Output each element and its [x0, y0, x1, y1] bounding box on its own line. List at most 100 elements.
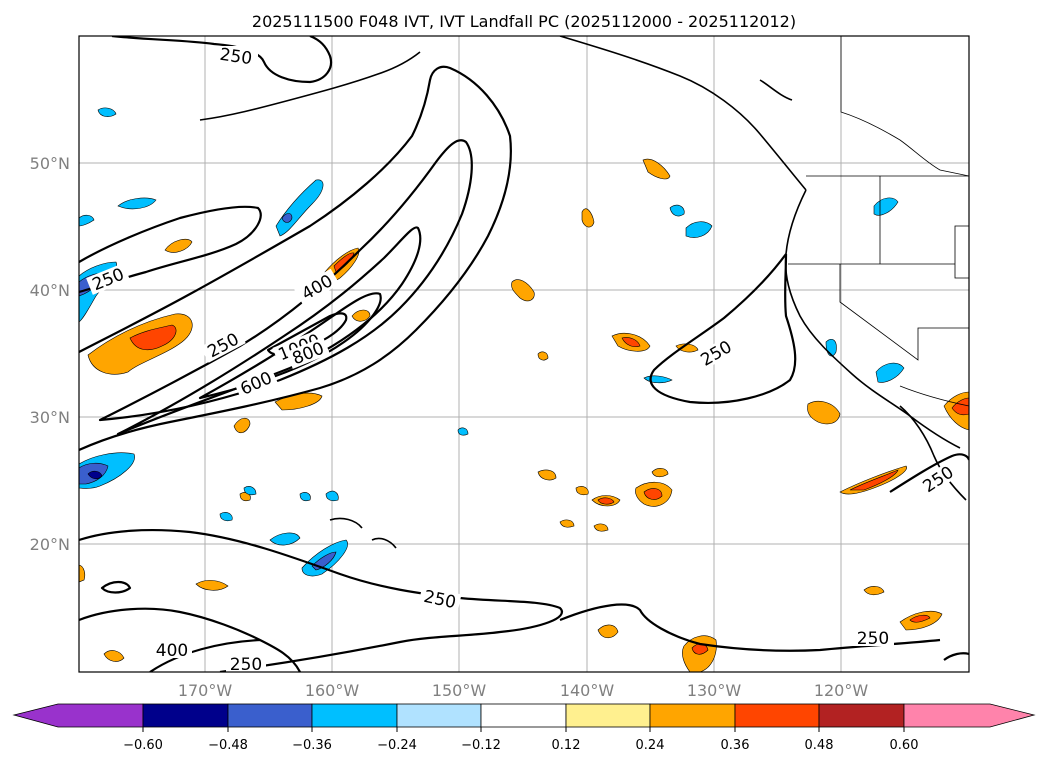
pc-patch — [559, 519, 575, 528]
hawaii-big-island — [371, 537, 397, 549]
lat-axis-labels: 50°N 40°N 30°N 20°N — [30, 154, 70, 554]
pc-patch — [239, 492, 251, 502]
contour-250-north — [111, 36, 333, 84]
contour-250-south — [79, 529, 563, 672]
pc-patch — [807, 401, 841, 425]
pc-patch — [129, 324, 177, 351]
colorbar-extend-min — [12, 703, 144, 728]
pc-patch — [621, 337, 641, 348]
colorbar-tick-label: −0.36 — [292, 738, 332, 753]
pc-patch — [79, 214, 95, 227]
colorbar-bin — [818, 703, 905, 728]
colorbar-tick-label: −0.48 — [208, 738, 248, 753]
colorbar: −0.60 −0.48 −0.36 −0.24 −0.12 0.12 0.24 … — [12, 703, 1036, 753]
colorbar-tick-label: 0.36 — [721, 738, 750, 753]
colorbar-extend-max — [903, 703, 1036, 728]
contour-label-bg — [916, 460, 960, 498]
lon-label-140w: 140°W — [560, 681, 615, 700]
pc-patch — [457, 427, 469, 436]
pc-patch — [537, 351, 549, 361]
pc-patch — [651, 468, 669, 478]
contour-250-nw — [79, 205, 262, 294]
contour-label-bg — [86, 263, 130, 295]
contour-label: 250 — [857, 629, 889, 649]
pc-patch — [511, 279, 535, 302]
lon-label-120w: 120°W — [814, 681, 869, 700]
pc-patch — [243, 486, 257, 496]
contour-label-bg — [852, 628, 894, 646]
pc-patch — [79, 564, 86, 583]
contour-label: 400 — [156, 641, 188, 661]
contour-label-bg — [214, 46, 258, 64]
colorbar-bin — [565, 703, 651, 728]
pc-patch — [269, 532, 301, 546]
colorbar-tick-label: 0.24 — [636, 738, 665, 753]
contour-250-corner — [943, 652, 969, 661]
pc-patch — [597, 624, 619, 639]
colorbar-tick-label: −0.60 — [123, 738, 163, 753]
pc-patch — [685, 221, 713, 238]
alaska-coast-detail — [759, 79, 793, 101]
pc-patch — [351, 309, 371, 322]
pc-patch — [233, 417, 251, 434]
pc-patch — [164, 238, 193, 253]
colorbar-bin — [649, 703, 736, 728]
coastlines — [199, 36, 967, 549]
pc-patch — [675, 343, 699, 353]
colorbar-bin — [227, 703, 313, 728]
contour-250-east — [649, 253, 797, 404]
pc-patch — [863, 586, 885, 596]
colorbar-tick-label: −0.12 — [461, 738, 501, 753]
contour-label-bg — [418, 586, 462, 612]
pc-patch — [951, 397, 969, 416]
contour-label-bg — [294, 268, 340, 306]
lat-label-50n: 50°N — [30, 154, 70, 173]
contour-400 — [98, 139, 473, 422]
lon-label-150w: 150°W — [432, 681, 487, 700]
contour-label-bg — [200, 327, 246, 363]
contour-400-south-b — [149, 638, 261, 672]
pc-patch — [281, 213, 293, 223]
colorbar-ticks — [142, 727, 905, 732]
legend-box — [954, 225, 969, 279]
contour-250-main — [79, 65, 512, 452]
pc-patch — [575, 486, 589, 496]
colorbar-bin — [480, 703, 567, 728]
pc-patch — [581, 208, 595, 228]
pc-patch — [643, 488, 663, 500]
lon-label-130w: 130°W — [687, 681, 742, 700]
alaska-bc-coast — [559, 36, 807, 191]
pc-patch — [875, 362, 905, 383]
colorbar-tick-label: 0.12 — [552, 738, 581, 753]
pc-patch — [642, 158, 671, 180]
contour-label-bg — [152, 640, 192, 658]
hawaii-islands — [329, 517, 363, 529]
lon-label-170w: 170°W — [178, 681, 233, 700]
contour-label-bg — [226, 656, 266, 672]
pc-patch — [669, 204, 685, 217]
baja-coast — [899, 405, 967, 501]
colorbar-tick-label: −0.24 — [377, 738, 417, 753]
contour-250-southeast — [559, 603, 941, 652]
colorbar-tick-labels: −0.60 −0.48 −0.36 −0.24 −0.12 0.12 0.24 … — [123, 738, 918, 753]
colorbar-bin — [311, 703, 398, 728]
us-mexico-border — [899, 385, 969, 407]
colorbar-bin — [734, 703, 820, 728]
state-border-ca-nv — [839, 264, 969, 361]
colorbar-tick-label: 0.48 — [805, 738, 834, 753]
contour-label: 250 — [218, 45, 253, 69]
contour-label: 250 — [230, 655, 262, 675]
pc-patch — [597, 497, 615, 505]
pc-patch — [299, 492, 311, 502]
map-frame — [78, 35, 970, 673]
political-borders — [788, 36, 969, 407]
pc-patch — [537, 469, 557, 481]
lon-axis-labels: 170°W 160°W 150°W 140°W 130°W 120°W — [178, 681, 869, 700]
map-title: 2025111500 F048 IVT, IVT Landfall PC (20… — [252, 12, 796, 31]
lat-label-40n: 40°N — [30, 281, 70, 300]
contour-250-small — [100, 580, 132, 594]
lat-label-20n: 20°N — [30, 535, 70, 554]
pc-patch — [117, 197, 157, 210]
pc-patch — [849, 469, 899, 491]
